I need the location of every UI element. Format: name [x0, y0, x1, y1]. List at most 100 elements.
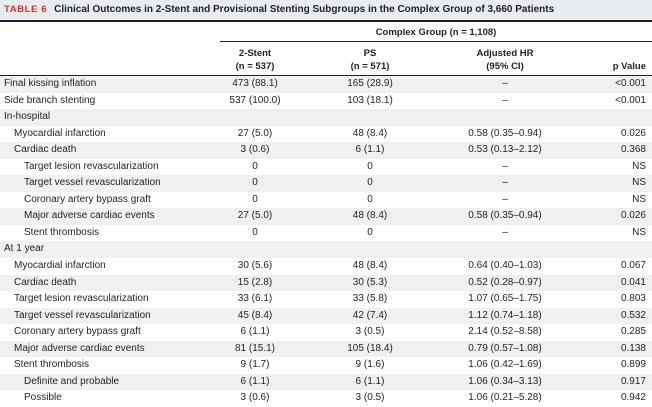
- cell-adjusted-hr: –: [502, 94, 508, 106]
- col-header-ps-name: PS: [363, 48, 377, 59]
- row-label: At 1 year: [4, 243, 45, 255]
- cell-ps: 165 (28.9): [347, 78, 393, 89]
- cell-adjusted-hr: 1.07 (0.65–1.75): [468, 293, 542, 305]
- table-row: Cardiac death 3 (0.6) 6 (1.1) 0.53 (0.13–2.…: [0, 142, 652, 159]
- cell-adjusted-hr: 1.06 (0.21–5.28): [468, 392, 542, 404]
- row-label: Coronary artery bypass graft: [14, 326, 141, 338]
- cell-two-stent: 33 (6.1): [237, 293, 273, 305]
- row-label: Cardiac death: [14, 144, 77, 156]
- cell-adjusted-hr: –: [502, 177, 508, 189]
- header-rule-top: [0, 20, 652, 22]
- cell-two-stent: 0: [252, 226, 258, 238]
- table-row: Myocardial infarction 27 (5.0) 48 (8.4) 0.5…: [0, 126, 652, 143]
- cell-ps: 0: [367, 193, 373, 205]
- row-label: Myocardial infarction: [14, 127, 106, 139]
- cell-adjusted-hr: 1.06 (0.34–3.13): [468, 375, 542, 387]
- cell-two-stent: 0: [252, 177, 258, 189]
- cell-adjusted-hr: 1.06 (0.42–1.69): [468, 359, 542, 371]
- cell-adjusted-hr: –: [502, 226, 508, 238]
- cell-p-value: 0.899: [620, 359, 646, 371]
- cell-adjusted-hr: 0.52 (0.28–0.97): [468, 276, 542, 288]
- row-label: Target lesion revascularization: [24, 160, 159, 172]
- table-row: Possible 3 (0.6) 3 (0.5) 1.06 (0.21–5.28) 0.…: [0, 390, 652, 407]
- cell-two-stent: 6 (1.1): [240, 326, 270, 338]
- cell-ps: 6 (1.1): [355, 144, 385, 156]
- row-label: Major adverse cardiac events: [24, 210, 155, 222]
- cell-p-value: 0.026: [620, 127, 646, 139]
- row-label: Cardiac death: [14, 276, 77, 288]
- cell-ps: 3 (0.5): [355, 326, 385, 338]
- cell-two-stent: 537 (100.0): [229, 94, 281, 106]
- cell-ps: 103 (18.1): [347, 94, 393, 106]
- cell-p-value: <0.001: [615, 78, 646, 89]
- row-label: Definite and probable: [24, 375, 120, 387]
- cell-adjusted-hr: –: [502, 78, 508, 89]
- cell-two-stent: 0: [252, 160, 258, 172]
- cell-two-stent: 27 (5.0): [237, 210, 273, 222]
- row-label: Target lesion revascularization: [14, 293, 149, 305]
- col-header-hr-ci: (95% CI): [486, 61, 524, 72]
- col-header-pvalue: p Value: [612, 61, 646, 72]
- cell-two-stent: 30 (5.6): [237, 260, 273, 272]
- table-row: Definite and probable 6 (1.1) 6 (1.1) 1.06 …: [0, 373, 652, 391]
- table-row: In-hospital: [0, 109, 652, 126]
- row-label: Final kissing inflation: [4, 78, 97, 89]
- cell-two-stent: 3 (0.6): [240, 392, 270, 404]
- cell-p-value: 0.067: [620, 260, 646, 272]
- cell-p-value: NS: [632, 226, 646, 238]
- cell-adjusted-hr: 0.79 (0.57–1.08): [468, 342, 542, 354]
- cell-adjusted-hr: 0.58 (0.35–0.94): [468, 210, 542, 222]
- cell-ps: 3 (0.5): [355, 392, 385, 404]
- table-row: Stent thrombosis 9 (1.7) 9 (1.6) 1.06 (0.42…: [0, 357, 652, 374]
- table-row: Cardiac death 15 (2.8) 30 (5.3) 0.52 (0.28–…: [0, 274, 652, 292]
- cell-ps: 48 (8.4): [352, 260, 388, 272]
- cell-p-value: 0.917: [620, 375, 646, 387]
- cell-p-value: NS: [632, 160, 646, 172]
- row-label: Major adverse cardiac events: [14, 342, 145, 354]
- cell-p-value: 0.138: [620, 342, 646, 354]
- table-row: Target lesion revascularization 0 0 – NS: [0, 159, 652, 176]
- col-header-two-stent: 2-Stent (n = 537): [210, 47, 300, 73]
- col-header-two-stent-name: 2-Stent: [238, 48, 272, 59]
- cell-p-value: NS: [632, 177, 646, 189]
- cell-p-value: 0.532: [620, 309, 646, 321]
- table-row: Target vessel revascularization 0 0 – NS: [0, 175, 652, 192]
- cell-p-value: 0.368: [620, 144, 646, 156]
- row-label: Side branch stenting: [4, 94, 96, 106]
- table-row: Major adverse cardiac events 81 (15.1) 105…: [0, 340, 652, 358]
- cell-adjusted-hr: –: [502, 160, 508, 172]
- row-label: Myocardial infarction: [14, 260, 106, 272]
- row-label: Stent thrombosis: [24, 226, 100, 238]
- table-row: Target lesion revascularization 33 (6.1) 3…: [0, 291, 652, 308]
- col-header-hr: Adjusted HR (95% CI): [440, 47, 570, 73]
- cell-two-stent: 473 (88.1): [232, 78, 278, 89]
- table-title-bar: TABLE 6 Clinical Outcomes in 2-Stent and…: [0, 0, 652, 19]
- cell-p-value: 0.803: [620, 293, 646, 305]
- cell-two-stent: 27 (5.0): [237, 127, 273, 139]
- cell-p-value: 0.026: [620, 210, 646, 222]
- cell-p-value: 0.041: [620, 276, 646, 288]
- table-row: Major adverse cardiac events 27 (5.0) 48 (…: [0, 208, 652, 225]
- table-body: Final kissing inflation 473 (88.1) 165 (28…: [0, 76, 652, 407]
- cell-ps: 48 (8.4): [352, 127, 388, 139]
- table-title: Clinical Outcomes in 2-Stent and Provisi…: [54, 4, 555, 15]
- row-label: Target vessel revascularization: [24, 177, 161, 189]
- cell-two-stent: 9 (1.7): [240, 359, 270, 371]
- table-row: Coronary artery bypass graft 6 (1.1) 3 (0.…: [0, 324, 652, 341]
- cell-ps: 48 (8.4): [352, 210, 388, 222]
- row-label: Coronary artery bypass graft: [24, 193, 151, 205]
- col-header-ps-n: (n = 571): [350, 61, 390, 72]
- cell-two-stent: 45 (8.4): [237, 309, 273, 321]
- cell-two-stent: 6 (1.1): [240, 375, 270, 387]
- cell-adjusted-hr: 2.14 (0.52–8.58): [468, 326, 542, 338]
- col-header-hr-name: Adjusted HR: [476, 48, 534, 59]
- cell-p-value: 0.942: [620, 392, 646, 404]
- cell-p-value: <0.001: [615, 94, 646, 106]
- table-row: Coronary artery bypass graft 0 0 – NS: [0, 192, 652, 209]
- cell-ps: 30 (5.3): [352, 276, 388, 288]
- cell-ps: 0: [367, 160, 373, 172]
- row-label: In-hospital: [4, 111, 51, 123]
- cell-two-stent: 15 (2.8): [237, 276, 273, 288]
- row-label: Target vessel revascularization: [14, 309, 151, 321]
